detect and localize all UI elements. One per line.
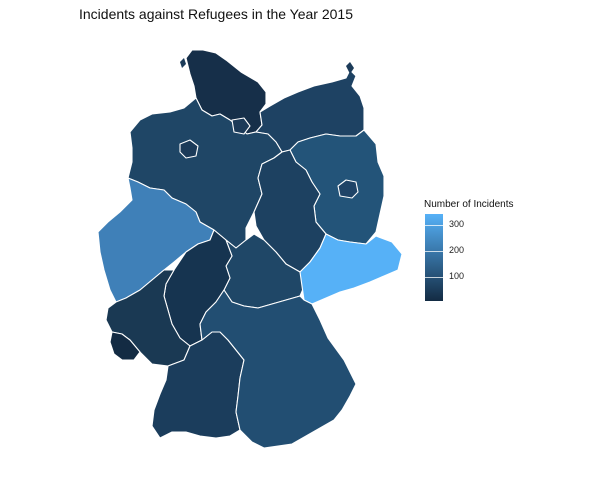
region-sachsen[interactable] <box>299 233 403 305</box>
legend-tick-label: 200 <box>449 244 465 255</box>
legend-title: Number of Incidents <box>424 199 514 210</box>
legend-tick-label: 100 <box>449 271 465 282</box>
region-bremen[interactable] <box>179 139 199 159</box>
map-legend: Number of Incidents 300 200 100 <box>424 199 534 309</box>
region-hamburg[interactable] <box>231 117 251 135</box>
legend-tick-mark <box>425 250 443 252</box>
legend-tick-mark <box>425 277 443 279</box>
island-fragment <box>180 58 186 68</box>
region-bayern[interactable] <box>199 289 357 449</box>
region-saarland[interactable] <box>109 331 141 361</box>
legend-tick-label: 300 <box>449 218 465 229</box>
map-title: Incidents against Refugees in the Year 2… <box>79 6 353 22</box>
legend-tick-mark <box>425 224 443 226</box>
region-berlin[interactable] <box>337 179 359 199</box>
legend-color-bar <box>425 214 443 301</box>
island-fragment <box>346 62 354 74</box>
